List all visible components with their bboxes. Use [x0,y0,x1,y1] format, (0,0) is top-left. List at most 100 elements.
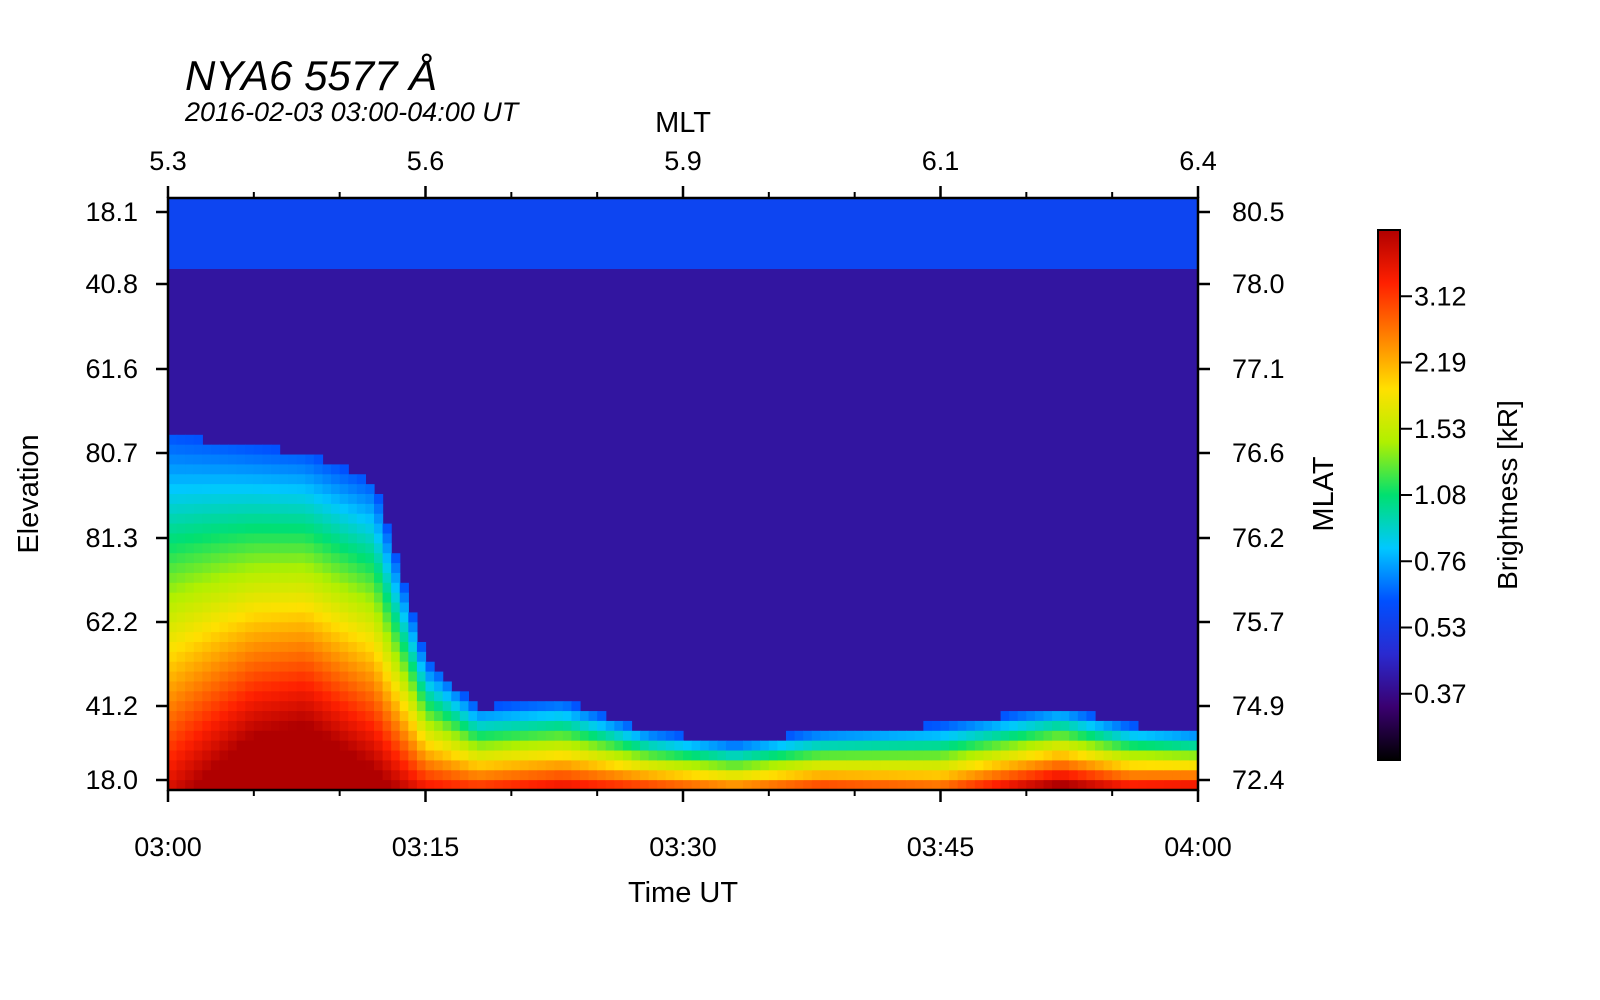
heatmap-cell [940,740,950,752]
heatmap-cell [322,642,332,653]
heatmap-cell [288,563,298,574]
heatmap-cell [202,730,212,742]
heatmap-cell [485,711,495,722]
heatmap-cell [202,661,212,673]
heatmap-cell [271,780,281,790]
heatmap-cell [1189,730,1198,742]
heatmap-cell [1095,730,1105,742]
heatmap-cell [1180,740,1191,752]
heatmap-cell [957,730,967,742]
heatmap-cell [176,533,186,544]
heatmap-cell [846,740,856,752]
heatmap-cell [262,740,272,752]
heatmap-cell [1120,750,1130,761]
heatmap-cell [245,740,255,752]
heatmap-cell [356,632,367,643]
heatmap-cell [1060,740,1070,752]
heatmap-cell [322,681,332,692]
heatmap-cell [399,720,409,732]
heatmap-cell [313,691,324,702]
heatmap-cell [1137,760,1148,771]
heatmap-cell [339,602,349,613]
heatmap-cell [828,750,839,761]
heatmap-cell [305,454,315,465]
heatmap-cell [202,711,212,722]
heatmap-cell [863,770,873,781]
heatmap-cell [331,632,341,643]
heatmap-cell [339,523,349,535]
heatmap-cell [597,780,607,790]
heatmap-cell [674,750,684,761]
heatmap-cell [339,730,349,742]
heatmap-cell [202,513,212,525]
heatmap-cell [262,691,272,702]
heatmap-cell [365,553,375,564]
heatmap-cell [202,622,212,633]
x-axis-ticks: 03:00 03:15 03:30 03:45 04:00 [134,790,1232,862]
heatmap-cell [374,602,384,613]
heatmap-cell [228,681,238,692]
heatmap-cell [365,720,375,732]
heatmap-cell [1103,770,1113,781]
heatmap-cell [210,651,221,663]
heatmap-cell [253,642,264,653]
heatmap-cell [228,523,238,535]
heatmap-cell [305,533,315,544]
heatmap-cell [374,632,384,643]
heatmap-cell [219,760,229,771]
heatmap-cell [271,651,281,663]
heatmap-cell [1129,780,1139,790]
heatmap-cell [425,730,435,742]
heatmap-cell [408,661,418,673]
heatmap-cell [271,740,281,752]
heatmap-cell [408,622,418,633]
heatmap-cell [245,484,255,495]
heatmap-cell [1112,770,1122,781]
heatmap-cell [519,730,530,742]
heatmap-cell [374,720,384,732]
heatmap-cell [1000,730,1010,742]
heatmap-cell [176,701,186,712]
heatmap-cell [374,622,384,633]
heatmap-cell [296,474,306,485]
heatmap-cell [1009,770,1019,781]
elevation-tick-label: 80.7 [85,438,138,468]
heatmap-cell [408,780,418,790]
heatmap-cell [168,543,178,554]
heatmap-cell [356,612,367,623]
mlat-tick-label: 76.2 [1232,523,1285,553]
heatmap-cell [803,780,813,790]
heatmap-cell [339,464,349,475]
heatmap-cell [365,602,375,613]
heatmap-cell [1000,760,1010,771]
heatmap-cell [545,701,555,712]
heatmap-cell [1043,760,1053,771]
heatmap-cell [296,464,306,475]
heatmap-cell [528,711,538,722]
heatmap-cell [992,730,1002,742]
heatmap-cell [914,750,924,761]
heatmap-cell [803,770,813,781]
heatmap-cell [614,770,624,781]
heatmap-cell [322,730,332,742]
heatmap-cell [459,691,470,702]
heatmap-cell [468,740,478,752]
heatmap-cell [871,770,882,781]
heatmap-cell [846,730,856,742]
heatmap-cell [854,730,864,742]
heatmap-cell [1155,780,1165,790]
heatmap-cell [1155,750,1165,761]
heatmap-cell [768,760,779,771]
heatmap-cell [605,760,615,771]
heatmap-cell [219,691,229,702]
heatmap-cell [837,780,847,790]
heatmap-cell [210,444,221,456]
heatmap-cell [322,750,332,761]
heatmap-cell [451,730,461,742]
heatmap-cell [399,642,409,653]
heatmap-cell [219,572,229,584]
heatmap-cell [288,770,298,781]
heatmap-cell [425,740,435,752]
heatmap-cell [554,730,564,742]
heatmap-cell [382,681,392,692]
